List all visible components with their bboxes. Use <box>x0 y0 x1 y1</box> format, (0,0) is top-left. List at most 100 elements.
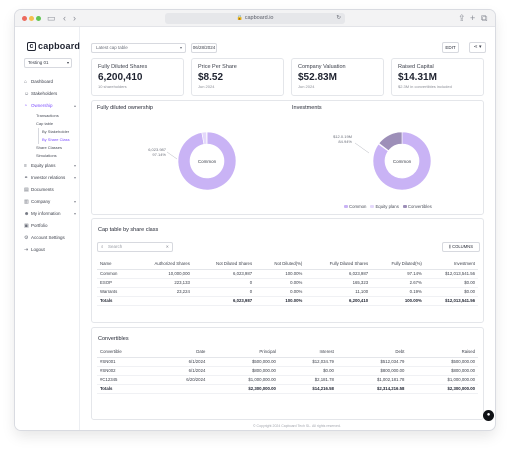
legend-item-equity-plans[interactable]: Equity plans <box>370 204 399 209</box>
clear-icon[interactable]: ✕ <box>165 244 169 249</box>
column-header[interactable]: Interest <box>278 346 337 358</box>
convertibles-table: Convertible Date Principal Interest Debt… <box>97 346 478 394</box>
legend-item-common[interactable]: Common <box>344 204 366 209</box>
sidebar-subitem-by-stakeholder[interactable]: By Stakeholder <box>24 128 80 136</box>
sidebar-item-label: Account Settings <box>31 235 65 240</box>
sidebar-item-logout[interactable]: ⇥ Logout <box>24 244 80 256</box>
ownership-callout-line <box>166 151 178 160</box>
legend-label: Equity plans <box>375 204 399 209</box>
forward-icon[interactable]: › <box>73 13 76 23</box>
search-placeholder: Search <box>108 244 123 249</box>
chat-button[interactable]: ● <box>483 410 494 421</box>
cap-table-select[interactable]: Latest cap table ▾ <box>91 43 186 53</box>
share-icon: ⋖ ▾ <box>473 44 482 50</box>
sidebar-item-my-information[interactable]: ☻ My information ▾ <box>24 208 80 220</box>
sidebar-item-documents[interactable]: ▤ Documents <box>24 184 80 196</box>
table-cell: 6/1/2024 <box>155 366 209 376</box>
column-header[interactable]: Not Diluted(%) <box>255 258 306 270</box>
sidebar-item-label: Portfolio <box>31 223 48 228</box>
table-row[interactable]: #SN001 6/1/2024 $500,000.00 $12,034.79 $… <box>97 357 478 367</box>
footer-copyright: © Copyright 2024 Capboard Tech SL. All r… <box>253 424 341 428</box>
edit-button[interactable]: EDIT <box>442 42 459 53</box>
investments-donut <box>372 131 432 191</box>
convertibles-title: Convertibles <box>98 336 129 342</box>
close-window-button[interactable] <box>22 16 27 21</box>
column-header[interactable]: Authorized Shares <box>131 258 193 270</box>
briefcase-icon: ▣ <box>24 223 29 229</box>
column-header[interactable]: Debt <box>336 346 408 358</box>
logo[interactable]: c capboard <box>27 41 80 51</box>
ownership-chart-title: Fully diluted ownership <box>97 105 153 111</box>
table-row[interactable]: ESOP 223,133 0 0.00% 165,323 2.67% $0.00 <box>97 278 478 288</box>
table-header-row: Convertible Date Principal Interest Debt… <box>97 346 478 358</box>
sidebar-subitem-transactions[interactable]: Transactions <box>36 113 59 118</box>
maximize-window-button[interactable] <box>36 16 41 21</box>
legend-item-convertibles[interactable]: Convertibles <box>402 204 432 209</box>
column-header[interactable]: Not Diluted Shares <box>192 258 256 270</box>
share-button[interactable]: ⋖ ▾ <box>469 42 486 53</box>
sidebar-item-label: Dashboard <box>31 79 54 84</box>
donut-slice-convertibles[interactable] <box>378 131 403 152</box>
table-cell: 6/1/2024 <box>155 357 209 367</box>
building-icon: ▥ <box>24 199 29 205</box>
sidebar-item-label: Ownership <box>31 103 53 108</box>
columns-button-label: COLUMNS <box>452 244 474 249</box>
column-header[interactable]: Principal <box>208 346 279 358</box>
sidebar-nav: ⌂ Dashboard ☺ Stakeholders ◔ Ownership ▴ Tra… <box>24 76 80 256</box>
sidebar-item-stakeholders[interactable]: ☺ Stakeholders <box>24 88 80 100</box>
table-cell: 6,023,987 <box>192 296 256 306</box>
sidebar-subitem-simulations[interactable]: Simulations <box>36 153 57 158</box>
column-header[interactable]: Convertible <box>97 346 156 358</box>
sidebar-item-label: Company <box>31 199 51 204</box>
column-header[interactable]: Investment <box>424 258 478 270</box>
date-picker[interactable]: 06/28/2024 <box>191 43 217 53</box>
sidebar-item-portfolio[interactable]: ▣ Portfolio <box>24 220 80 232</box>
reload-icon[interactable]: ↻ <box>336 15 341 21</box>
sidebar-item-dashboard[interactable]: ⌂ Dashboard <box>24 76 80 88</box>
donut-slice-common[interactable] <box>177 131 237 191</box>
handshake-icon: ⚭ <box>24 175 29 181</box>
sidebar-item-label: Stakeholders <box>31 91 58 96</box>
sidebar-item-account-settings[interactable]: ⚙ Account Settings <box>24 232 80 244</box>
donut-slice-common[interactable] <box>372 131 432 191</box>
sidebar-item-investor-relations[interactable]: ⚭ Investor relations ▾ <box>24 172 80 184</box>
chevron-down-icon: ▾ <box>179 45 182 50</box>
minimize-window-button[interactable] <box>29 16 34 21</box>
stat-value: $8.52 <box>198 72 224 83</box>
stat-value: $14.31M <box>398 72 437 83</box>
stat-subtext: $2.3M in convertibles included <box>398 84 452 89</box>
table-cell: 100.00% <box>255 269 306 279</box>
table-row[interactable]: Warrants 23,224 0 0.00% 11,100 0.19% $0.… <box>97 287 478 297</box>
organization-select[interactable]: Testing 01 ▾ <box>24 58 72 68</box>
column-header[interactable]: Raised <box>407 346 478 358</box>
table-cell: 6,023,987 <box>305 269 372 279</box>
layers-icon: ≡ <box>24 163 27 169</box>
sidebar: c capboard Testing 01 ▾ ⌂ Dashboard ☺ Stak… <box>15 27 80 430</box>
search-input[interactable]: ⌕ Search ✕ <box>97 242 173 252</box>
address-bar[interactable]: 🔒 capboard.io ↻ <box>165 13 345 24</box>
column-header[interactable]: Fully Diluted Shares <box>305 258 372 270</box>
browser-toolbar: ▭ ‹ › 🔒 capboard.io ↻ ⇪ + ⧉ <box>15 10 495 27</box>
tabs-overview-icon[interactable]: ⧉ <box>481 13 488 23</box>
column-header[interactable]: Date <box>155 346 209 358</box>
sidebar-toggle-icon[interactable]: ▭ <box>47 13 56 23</box>
sidebar-subitem-cap-table[interactable]: Cap table <box>36 121 54 126</box>
table-cell: 0.00% <box>255 287 306 297</box>
columns-button[interactable]: ⫼ COLUMNS <box>442 242 480 252</box>
chevron-down-icon: ▾ <box>73 199 76 204</box>
sidebar-item-ownership[interactable]: ◔ Ownership ▴ <box>24 100 80 112</box>
table-row[interactable]: #SN002 6/1/2024 $800,000.00 $0.00 $800,0… <box>97 366 478 376</box>
table-row[interactable]: #C12345 6/20/2024 $1,000,000.00 $2,181.7… <box>97 375 478 385</box>
sidebar-subitem-by-share-class[interactable]: By Share Class <box>24 136 80 144</box>
new-tab-icon[interactable]: + <box>470 13 476 23</box>
table-row[interactable]: Common 10,000,000 6,023,987 100.00% 6,02… <box>97 269 478 279</box>
sidebar-item-equity-plans[interactable]: ≡ Equity plans ▾ <box>24 160 80 172</box>
column-header[interactable]: Fully Diluted(%) <box>371 258 425 270</box>
table-cell: $2,300,000.00 <box>407 384 478 394</box>
lock-icon: 🔒 <box>236 15 243 21</box>
sidebar-subitem-share-classes[interactable]: Share Classes <box>36 145 63 150</box>
column-header[interactable]: Name <box>97 258 132 270</box>
sidebar-item-company[interactable]: ▥ Company ▾ <box>24 196 80 208</box>
share-page-icon[interactable]: ⇪ <box>458 13 466 23</box>
back-icon[interactable]: ‹ <box>63 13 66 23</box>
